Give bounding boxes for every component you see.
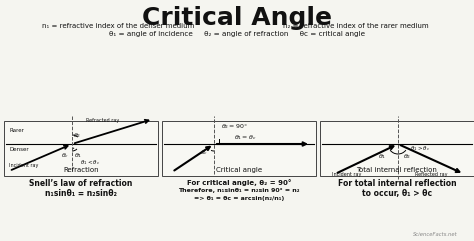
Text: Rarer: Rarer	[10, 128, 25, 133]
Text: $\theta_1 < \theta_c$: $\theta_1 < \theta_c$	[80, 158, 100, 167]
Text: n₁ = refractive index of the denser medium: n₁ = refractive index of the denser medi…	[42, 23, 194, 29]
Text: Incident ray: Incident ray	[332, 172, 361, 177]
Text: Denser: Denser	[10, 147, 29, 152]
Text: $\theta_c$: $\theta_c$	[61, 151, 69, 160]
Text: $\theta_c$: $\theta_c$	[200, 148, 208, 157]
Text: to occur, θ₁ > θc: to occur, θ₁ > θc	[362, 189, 432, 198]
Text: $\theta_2$: $\theta_2$	[403, 152, 411, 161]
Text: $\theta_2 = 90°$: $\theta_2 = 90°$	[221, 122, 248, 131]
Text: $\theta_1$: $\theta_1$	[74, 151, 82, 160]
Text: Therefore, n₁sinθ₁ = n₂sin 90° = n₂: Therefore, n₁sinθ₁ = n₂sin 90° = n₂	[178, 188, 300, 193]
Text: Snell’s law of refraction: Snell’s law of refraction	[29, 179, 133, 188]
Text: $\theta_1$: $\theta_1$	[378, 152, 386, 161]
Text: Refracted ray: Refracted ray	[86, 118, 119, 123]
Bar	[162, 121, 316, 176]
Text: For critical angle, θ₂ = 90°: For critical angle, θ₂ = 90°	[187, 179, 291, 186]
Text: n₂ = refractive index of the rarer medium: n₂ = refractive index of the rarer mediu…	[283, 23, 429, 29]
Bar	[4, 121, 158, 176]
Text: => θ₁ = θc = arcsin(n₂/n₁): => θ₁ = θc = arcsin(n₂/n₁)	[194, 196, 284, 201]
Text: $\theta_1 = \theta_c$: $\theta_1 = \theta_c$	[234, 133, 256, 142]
Text: Incident ray: Incident ray	[9, 163, 38, 168]
Text: Critical angle: Critical angle	[216, 167, 262, 173]
Text: $\theta_2$: $\theta_2$	[73, 131, 81, 140]
Text: n₁sinθ₁ = n₂sinθ₂: n₁sinθ₁ = n₂sinθ₂	[45, 189, 117, 198]
Text: Critical Angle: Critical Angle	[142, 6, 332, 30]
Text: For total internal reflection: For total internal reflection	[337, 179, 456, 188]
Text: ScienceFacts.net: ScienceFacts.net	[413, 232, 457, 237]
Text: Refraction: Refraction	[63, 167, 99, 173]
Text: $\theta_1 > \theta_c$: $\theta_1 > \theta_c$	[410, 144, 430, 153]
Bar	[320, 121, 474, 176]
Text: Reflected ray: Reflected ray	[415, 172, 447, 177]
Text: θ₁ = angle of incidence     θ₂ = angle of refraction     θc = critical angle: θ₁ = angle of incidence θ₂ = angle of re…	[109, 31, 365, 37]
Text: Total internal reflection: Total internal reflection	[356, 167, 438, 173]
